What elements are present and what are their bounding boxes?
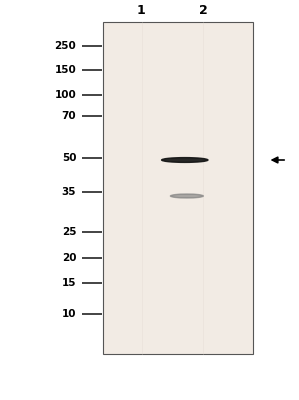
Text: 50: 50: [62, 153, 76, 163]
Text: 20: 20: [62, 253, 76, 263]
Text: 150: 150: [54, 65, 76, 75]
Text: 70: 70: [62, 111, 76, 121]
Text: 10: 10: [62, 309, 76, 319]
Bar: [103, 22, 253, 354]
Text: 25: 25: [62, 227, 76, 237]
Ellipse shape: [170, 194, 203, 198]
Text: 35: 35: [62, 187, 76, 197]
Text: 15: 15: [62, 278, 76, 288]
Text: 2: 2: [199, 4, 208, 16]
Text: 250: 250: [54, 41, 76, 51]
Text: 1: 1: [136, 4, 145, 16]
Text: 100: 100: [54, 90, 76, 100]
Ellipse shape: [162, 158, 208, 162]
